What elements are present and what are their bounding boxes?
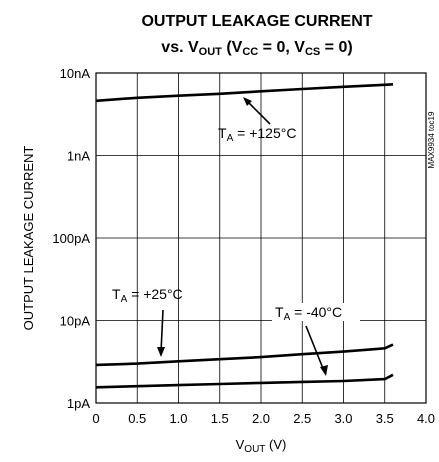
chart-title-line1: OUTPUT LEAKAGE CURRENT xyxy=(141,13,372,30)
x-tick-label: 0 xyxy=(92,411,99,426)
series-label-125c: TA = +125°C xyxy=(218,125,296,144)
arrow-minus40c xyxy=(305,325,325,372)
y-tick-label: 100pA xyxy=(52,231,90,246)
arrow-125c xyxy=(245,99,271,125)
x-tick-label: 3.5 xyxy=(376,411,394,426)
chart-id-label: MAX9934 toc19 xyxy=(427,111,436,168)
x-axis-label: VOUT (V) xyxy=(236,437,287,455)
annotation-bg-minus40 xyxy=(272,303,360,321)
x-tick-label: 2.5 xyxy=(293,411,311,426)
series-label-minus40c: TA = -40°C xyxy=(275,304,342,323)
y-tick-label: 1pA xyxy=(67,396,90,411)
series-line-1 xyxy=(95,343,394,367)
arrowhead-minus40c xyxy=(320,365,328,376)
x-tick-label: 2.0 xyxy=(252,411,270,426)
arrowhead-25c xyxy=(157,347,165,357)
x-tick-label: 0.5 xyxy=(128,411,146,426)
y-tick-label: 1nA xyxy=(67,149,90,164)
arrowhead-125c xyxy=(243,97,252,106)
x-tick-label: 1.0 xyxy=(169,411,187,426)
chart-title-line2: vs. VOUT (VCC = 0, VCS = 0) xyxy=(161,39,352,58)
y-tick-labels: 1pA 10pA 100pA 1nA 10nA xyxy=(52,66,90,411)
series-line-2 xyxy=(95,373,394,389)
series-group xyxy=(95,83,394,389)
y-axis-label: OUTPUT LEAKAGE CURRENT xyxy=(21,146,36,331)
series-label-25c: TA = +25°C xyxy=(112,286,183,305)
y-tick-label: 10nA xyxy=(60,66,91,81)
series-line-0 xyxy=(95,83,394,103)
x-tick-label: 4.0 xyxy=(417,411,435,426)
x-tick-labels: 0 0.5 1.0 1.5 2.0 2.5 3.0 3.5 4.0 xyxy=(92,411,435,426)
x-tick-label: 1.5 xyxy=(211,411,229,426)
x-tick-label: 3.0 xyxy=(334,411,352,426)
y-tick-label: 10pA xyxy=(60,314,91,329)
arrow-25c xyxy=(160,309,164,353)
